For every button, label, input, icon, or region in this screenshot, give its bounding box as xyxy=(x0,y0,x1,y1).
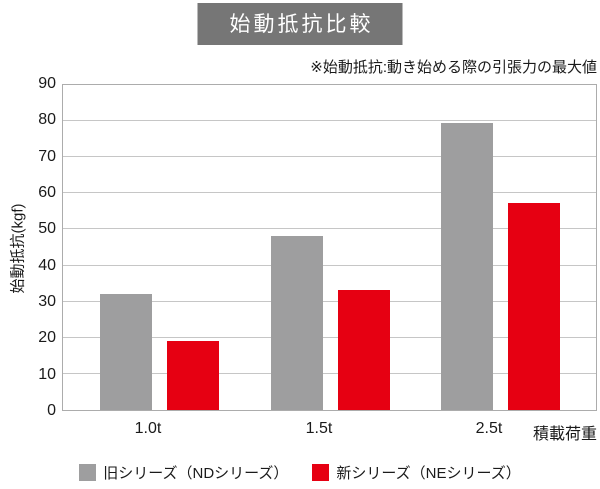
chart-note: ※始動抵抗:動き始める際の引張力の最大値 xyxy=(310,59,597,76)
gridline-80 xyxy=(63,120,596,122)
y-tick-10: 10 xyxy=(38,365,56,383)
bar-2.5t-nd-series xyxy=(441,123,493,410)
x-label-1.0t: 1.0t xyxy=(134,420,162,437)
y-tick-0: 0 xyxy=(47,402,56,419)
gridline-30 xyxy=(63,300,596,302)
y-tick-20: 20 xyxy=(38,329,56,347)
bar-1.5t-nd-series xyxy=(271,236,323,410)
x-label-2.5t: 2.5t xyxy=(475,420,503,437)
gridline-50 xyxy=(63,228,596,230)
gridline-40 xyxy=(63,264,596,266)
legend-swatch-nd-series xyxy=(79,464,97,481)
chart-title: 始動抵抗比較 xyxy=(197,3,403,45)
gridline-20 xyxy=(63,336,596,338)
bar-2.5t-ne-series xyxy=(508,203,560,410)
y-tick-70: 70 xyxy=(38,147,56,165)
gridline-60 xyxy=(63,192,596,194)
legend-item-nd-series: 旧シリーズ（NDシリーズ） xyxy=(79,462,288,483)
gridline-10 xyxy=(63,372,596,374)
x-axis-unit-label: 積載荷重 xyxy=(532,426,597,443)
plot-area xyxy=(62,84,597,411)
y-axis-title: 始動抵抗(kgf) xyxy=(9,203,27,294)
legend-item-ne-series: 新シリーズ（NEシリーズ） xyxy=(312,462,521,483)
legend: 旧シリーズ（NDシリーズ） 新シリーズ（NEシリーズ） xyxy=(0,462,600,483)
y-tick-80: 80 xyxy=(38,111,56,129)
y-tick-60: 60 xyxy=(38,184,56,201)
bar-1.5t-ne-series xyxy=(338,290,390,410)
legend-label-ne-series: 新シリーズ（NEシリーズ） xyxy=(336,465,521,482)
legend-label-nd-series: 旧シリーズ（NDシリーズ） xyxy=(103,465,289,482)
y-tick-30: 30 xyxy=(38,293,56,310)
y-tick-40: 40 xyxy=(38,256,56,274)
gridline-70 xyxy=(63,156,596,158)
y-tick-90: 90 xyxy=(38,75,56,92)
y-tick-50: 50 xyxy=(38,220,56,238)
bar-1.0t-ne-series xyxy=(167,341,219,410)
x-label-1.5t: 1.5t xyxy=(305,420,333,437)
bar-1.0t-nd-series xyxy=(100,294,152,410)
legend-swatch-ne-series xyxy=(312,464,330,481)
